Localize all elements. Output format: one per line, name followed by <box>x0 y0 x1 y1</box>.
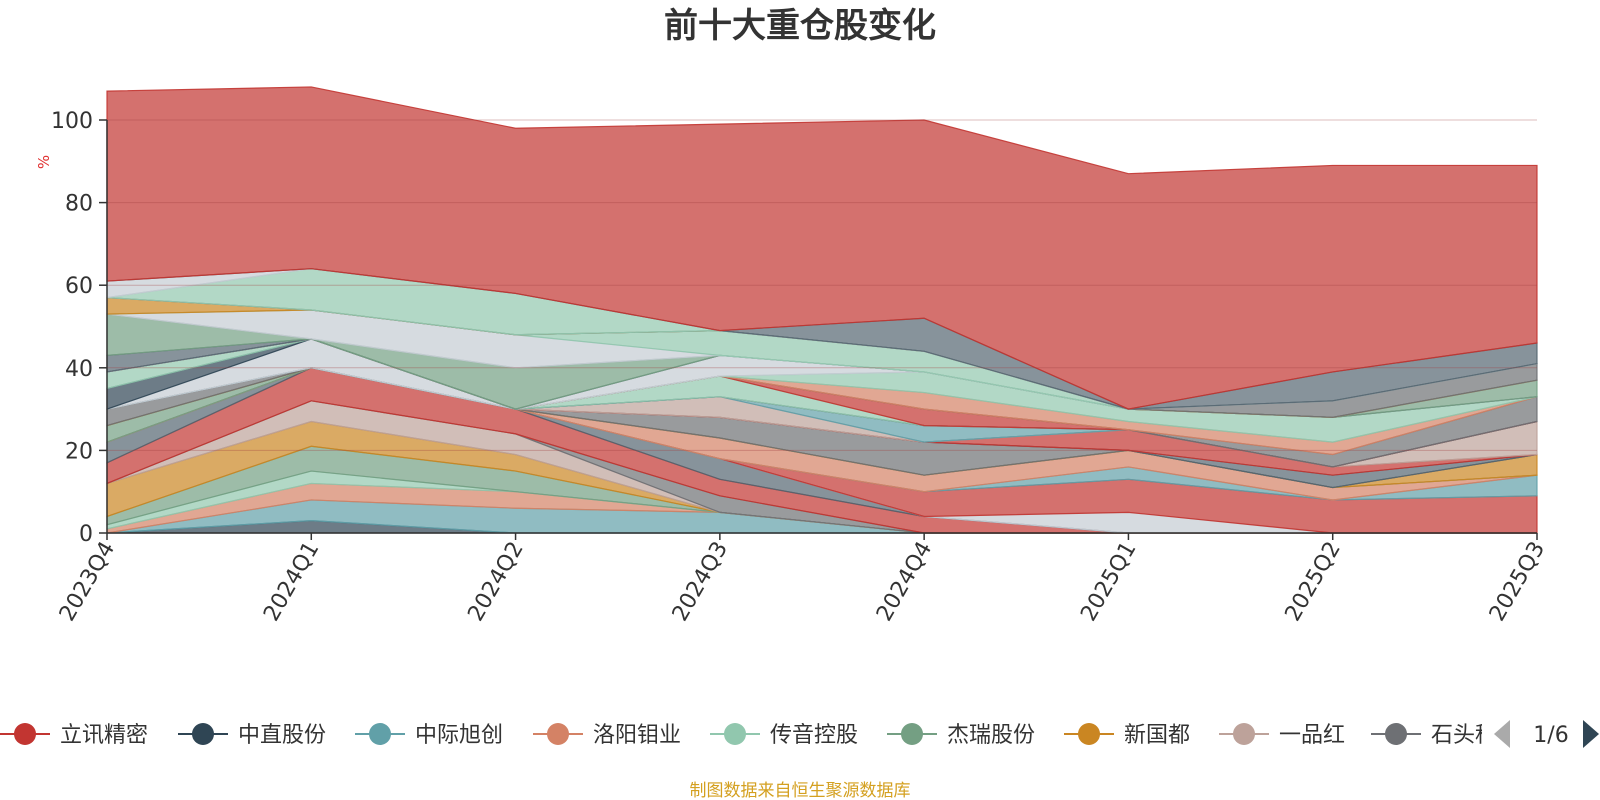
chart-title: 前十大重仓股变化 <box>664 6 936 46</box>
x-tick-label: 2025Q1 <box>1076 538 1141 626</box>
area-series-38 <box>106 86 1538 410</box>
legend: 立讯精密 中直股份 中际旭创 洛阳钼业 传音控股 杰瑞股份 新国都 一品红 石头科技 1/6 <box>0 720 1599 748</box>
y-tick-label: 100 <box>51 109 93 134</box>
y-tick-label: 0 <box>79 522 93 547</box>
legend-marker <box>724 723 746 745</box>
legend-marker <box>1385 723 1407 745</box>
legend-marker <box>192 723 214 745</box>
y-tick-label: 80 <box>65 192 93 217</box>
legend-marker <box>547 723 569 745</box>
legend-label: 杰瑞股份 <box>947 723 1035 748</box>
legend-marker <box>1233 723 1255 745</box>
legend-marker <box>901 723 923 745</box>
legend-label: 新国都 <box>1124 723 1190 748</box>
legend-label: 洛阳钼业 <box>593 723 681 748</box>
grid-lines <box>107 119 1537 451</box>
y-tick-label: 40 <box>65 357 93 382</box>
legend-page-indicator: 1/6 <box>1533 723 1568 748</box>
legend-item[interactable]: 新国都 <box>1064 723 1190 748</box>
data-source-note: 制图数据来自恒生聚源数据库 <box>690 781 911 800</box>
legend-item[interactable]: 石头科技 <box>1371 723 1519 748</box>
y-tick-label: 20 <box>65 439 93 464</box>
x-tick-label: 2024Q3 <box>668 538 733 626</box>
legend-item[interactable]: 立讯精密 <box>0 723 148 748</box>
legend-item[interactable]: 杰瑞股份 <box>887 723 1035 748</box>
legend-label: 一品红 <box>1279 723 1345 748</box>
x-tick-label: 2024Q1 <box>259 538 324 626</box>
area-series-group <box>106 86 1538 534</box>
legend-item[interactable]: 一品红 <box>1219 723 1345 748</box>
x-tick-label: 2025Q3 <box>1485 538 1550 626</box>
y-axis-label: % <box>35 155 53 169</box>
legend-label: 中直股份 <box>238 723 326 748</box>
legend-marker <box>14 723 36 745</box>
legend-item[interactable]: 中际旭创 <box>355 723 503 748</box>
legend-item[interactable]: 洛阳钼业 <box>533 723 681 748</box>
legend-label: 中际旭创 <box>415 723 503 748</box>
legend-label: 立讯精密 <box>60 723 148 748</box>
x-tick-label: 2023Q4 <box>55 538 120 626</box>
legend-next-page-icon[interactable] <box>1583 720 1599 748</box>
legend-prev-page-icon[interactable] <box>1494 720 1510 748</box>
x-tick-label: 2024Q2 <box>463 538 528 626</box>
legend-item[interactable]: 中直股份 <box>178 723 326 748</box>
x-tick-label: 2025Q2 <box>1281 538 1346 626</box>
y-tick-label: 60 <box>65 274 93 299</box>
legend-label: 石头科技 <box>1431 723 1519 748</box>
legend-label: 传音控股 <box>770 723 858 748</box>
legend-marker <box>1078 723 1100 745</box>
legend-item[interactable]: 传音控股 <box>710 723 858 748</box>
legend-marker <box>369 723 391 745</box>
x-tick-label: 2024Q4 <box>872 538 937 626</box>
